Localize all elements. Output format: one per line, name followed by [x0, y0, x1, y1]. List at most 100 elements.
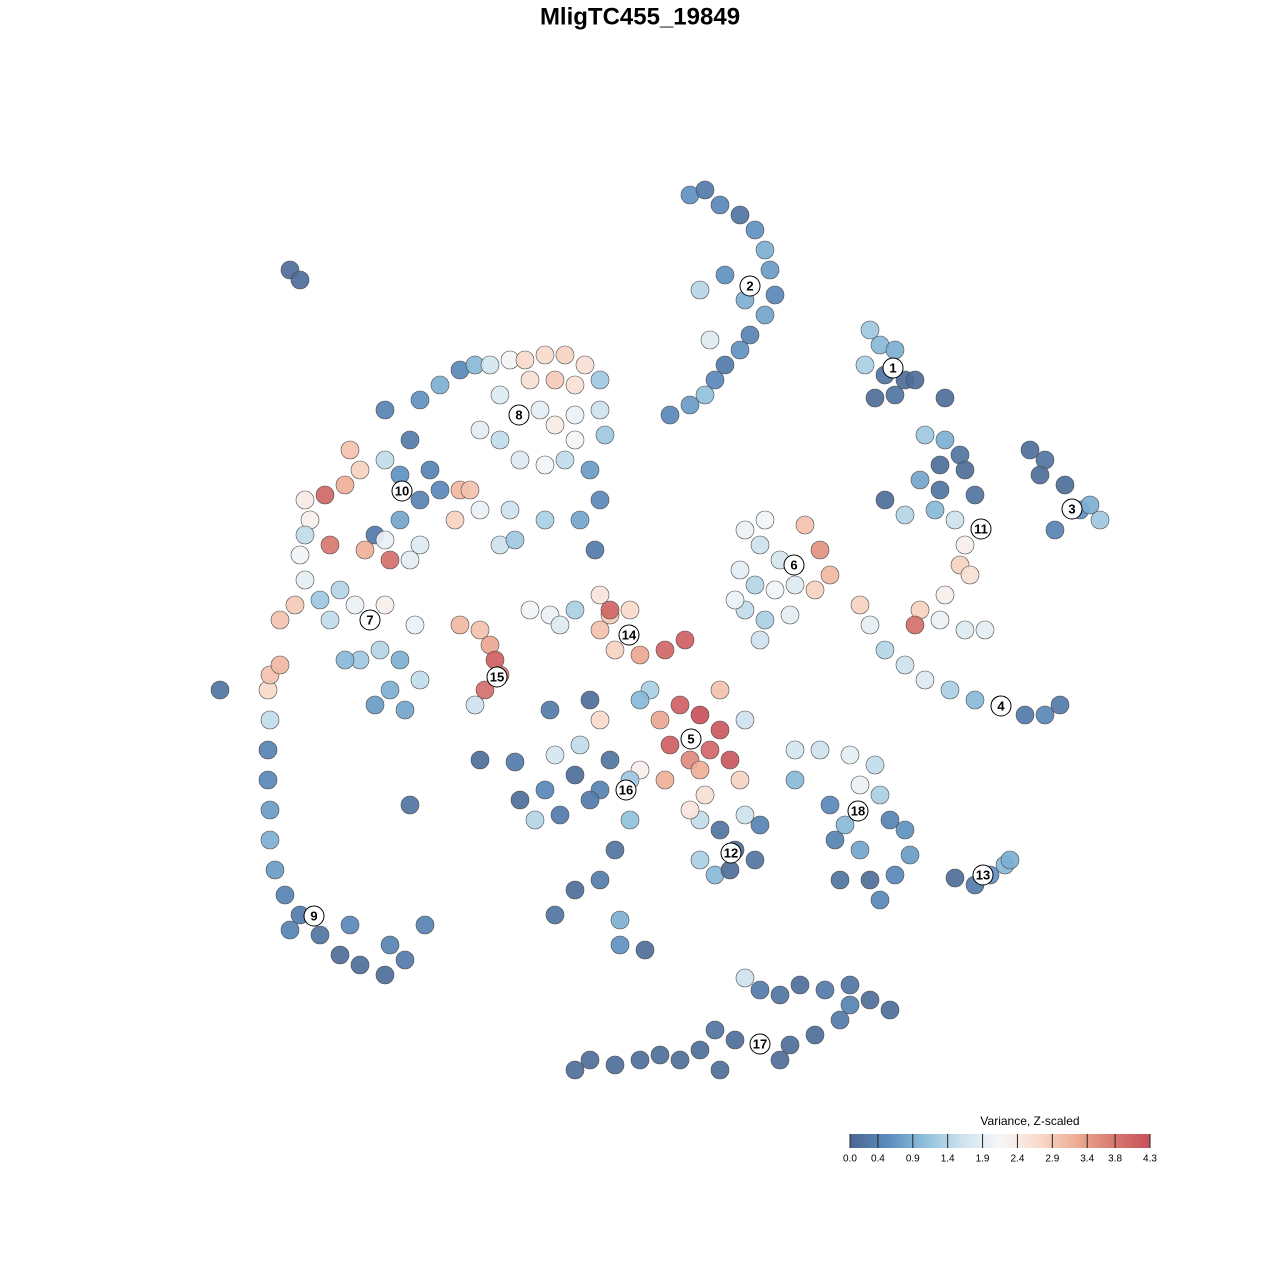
point — [675, 630, 695, 650]
chart-title: MligTC455_19849 — [540, 3, 740, 30]
point — [820, 565, 840, 585]
point — [320, 535, 340, 555]
point — [650, 1045, 670, 1065]
cluster-label: 11 — [970, 518, 992, 540]
point — [690, 760, 710, 780]
point — [750, 535, 770, 555]
point — [1050, 695, 1070, 715]
point — [935, 388, 955, 408]
point — [355, 540, 375, 560]
point — [470, 420, 490, 440]
point — [290, 545, 310, 565]
point — [765, 580, 785, 600]
point — [700, 330, 720, 350]
point — [610, 935, 630, 955]
point — [830, 870, 850, 890]
point — [555, 345, 575, 365]
colorbar-tick-label: 0.4 — [871, 1154, 885, 1165]
point — [400, 550, 420, 570]
point — [930, 610, 950, 630]
point — [295, 490, 315, 510]
point — [590, 400, 610, 420]
point — [815, 980, 835, 1000]
cluster-label-text: 16 — [619, 782, 633, 797]
point — [410, 670, 430, 690]
point — [535, 455, 555, 475]
point — [810, 740, 830, 760]
colorbar-tick-label: 4.3 — [1143, 1154, 1157, 1165]
point — [1020, 440, 1040, 460]
cluster-label-badge — [972, 864, 994, 886]
point — [755, 610, 775, 630]
point — [395, 950, 415, 970]
point — [525, 810, 545, 830]
cluster-label: 8 — [508, 404, 530, 426]
cluster-label-badge — [749, 1033, 771, 1055]
cluster-label: 4 — [990, 695, 1012, 717]
point — [490, 430, 510, 450]
cluster-label-text: 2 — [746, 278, 753, 293]
point — [805, 1025, 825, 1045]
point — [280, 920, 300, 940]
point — [755, 240, 775, 260]
point — [590, 710, 610, 730]
cluster-label: 12 — [720, 842, 742, 864]
cluster-label-text: 14 — [622, 627, 637, 642]
point — [380, 680, 400, 700]
cluster-label: 17 — [749, 1033, 771, 1055]
point — [375, 530, 395, 550]
point — [400, 430, 420, 450]
point — [370, 640, 390, 660]
cluster-label-badge — [783, 554, 805, 576]
colorbar-tick-label: 3.8 — [1108, 1154, 1122, 1165]
point — [785, 740, 805, 760]
point — [725, 1030, 745, 1050]
point — [330, 945, 350, 965]
point — [915, 425, 935, 445]
point — [275, 885, 295, 905]
colorbar-tick-label: 0.9 — [906, 1154, 920, 1165]
point — [690, 850, 710, 870]
colorbar-bar — [850, 1134, 1150, 1148]
point — [475, 680, 495, 700]
cluster-label: 2 — [739, 275, 761, 297]
point — [535, 780, 555, 800]
point — [760, 260, 780, 280]
cluster-label-text: 1 — [889, 360, 896, 375]
point — [310, 925, 330, 945]
point — [710, 680, 730, 700]
point — [870, 785, 890, 805]
point — [555, 450, 575, 470]
point — [565, 375, 585, 395]
point — [785, 770, 805, 790]
point — [510, 450, 530, 470]
point — [730, 340, 750, 360]
point — [965, 485, 985, 505]
point — [285, 595, 305, 615]
cluster-label-text: 13 — [976, 867, 990, 882]
point — [695, 180, 715, 200]
cluster-label-text: 10 — [395, 483, 409, 498]
point — [945, 510, 965, 530]
point — [350, 955, 370, 975]
cluster-label-badge — [303, 905, 325, 927]
point — [915, 670, 935, 690]
point — [335, 650, 355, 670]
cluster-label-badge — [990, 695, 1012, 717]
point — [650, 710, 670, 730]
point — [715, 265, 735, 285]
cluster-label-badge — [739, 275, 761, 297]
point — [735, 710, 755, 730]
point — [580, 460, 600, 480]
point — [565, 600, 585, 620]
cluster-label: 15 — [486, 666, 508, 688]
point — [885, 865, 905, 885]
point — [420, 460, 440, 480]
cluster-label-text: 4 — [997, 698, 1005, 713]
point — [520, 370, 540, 390]
cluster-label-text: 17 — [753, 1036, 767, 1051]
point — [860, 990, 880, 1010]
point — [830, 1010, 850, 1030]
point — [400, 795, 420, 815]
